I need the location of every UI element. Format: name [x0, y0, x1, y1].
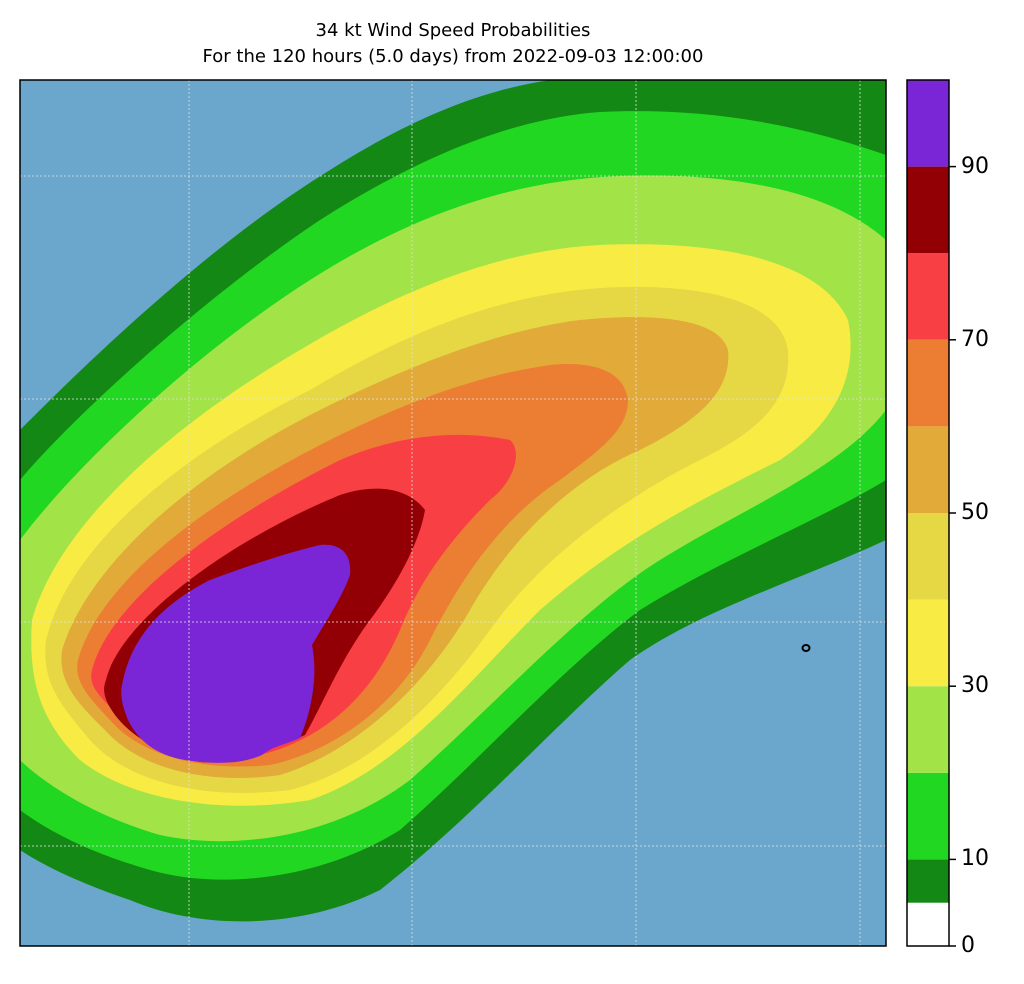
- colorbar-bin: [907, 166, 949, 254]
- colorbar: [907, 80, 949, 946]
- colorbar-tick-label: 10: [961, 846, 989, 872]
- colorbar-bin: [907, 902, 949, 946]
- contour-band-90-100: [121, 544, 351, 763]
- island-outline: [801, 644, 811, 652]
- colorbar-bin: [907, 513, 949, 600]
- colorbar-tick-label: 50: [961, 500, 989, 525]
- colorbar-tick-label: 30: [961, 673, 989, 699]
- map-title: 34 kt Wind Speed Probabilities: [315, 20, 591, 41]
- map-subtitle: For the 120 hours (5.0 days) from 2022-0…: [202, 46, 704, 67]
- colorbar-bin: [907, 599, 949, 687]
- colorbar-bin: [907, 426, 949, 513]
- map-gridlines: [20, 80, 886, 946]
- colorbar-bin: [907, 772, 949, 860]
- colorbar-tick-label: 0: [961, 933, 975, 958]
- map-plot-area: [20, 80, 886, 946]
- colorbar-tick-label: 70: [961, 326, 989, 352]
- colorbar-bin: [907, 686, 949, 773]
- colorbar-tick-label: 90: [961, 153, 989, 179]
- colorbar-bin: [907, 80, 949, 167]
- colorbar-bin: [907, 253, 949, 340]
- colorbar-ticks: [949, 165, 956, 947]
- colorbar-bin: [907, 859, 949, 903]
- colorbar-bin: [907, 339, 949, 427]
- map-frame: [19, 79, 887, 947]
